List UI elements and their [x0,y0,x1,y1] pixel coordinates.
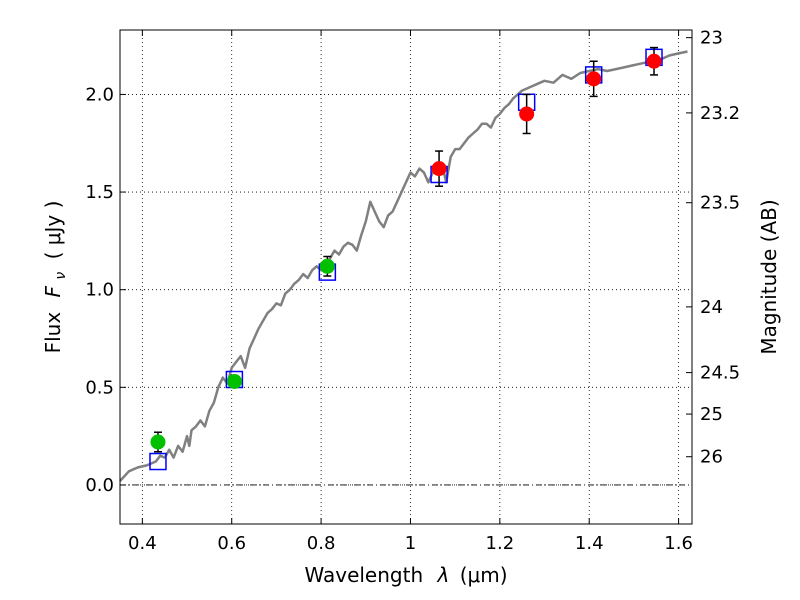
model-square-marker [149,452,167,471]
spectrum-line [119,50,688,482]
x-axis-label-text: Wavelength [304,563,423,587]
data-point [586,71,602,87]
grid [120,30,692,524]
y-tick-label: 1.5 [85,182,114,203]
x-axis-label: Wavelength λ (μm) [304,563,507,587]
y-axis-label-symbol: F [41,285,65,297]
x-tick-label: 1.6 [664,533,693,554]
x-axis-label-symbol: λ [437,563,450,587]
ticks: 0.4 0.6 0.8 1 1.2 1.4 1.6 0.0 0.5 1.0 1.5 2.0 23 23.2… [85,28,740,554]
magnitude-tick-label: 23 [700,28,723,49]
data-point [226,373,242,389]
y-axis-label-subscript: ν [53,272,69,280]
y-tick-label: 1.0 [85,280,114,301]
magnitude-tick-label: 23.2 [700,103,740,124]
magnitude-tick-label: 24 [700,297,723,318]
magnitude-tick-label: 26 [700,447,723,468]
x-tick-label: 0.8 [307,533,336,554]
y-axis-label-text: Flux [41,312,65,354]
data-point [431,161,447,177]
magnitude-tick-label: 24.5 [700,363,740,384]
plot-frame [119,29,693,525]
y-tick-label: 0.5 [85,377,114,398]
y-tick-label: 0.0 [85,475,114,496]
x-tick-label: 1.4 [575,533,604,554]
y-axis-label: Flux F ν ( μJy ) [41,201,70,354]
x-axis-label-unit: (μm) [460,563,508,587]
data-point [150,434,166,450]
y-tick-label: 2.0 [85,84,114,105]
y-axis-label-unit: ( μJy ) [41,201,65,260]
x-tick-label: 0.4 [128,533,157,554]
x-tick-label: 0.6 [217,533,246,554]
data-point [319,258,335,274]
data-point [646,53,662,69]
series-layer [119,46,688,482]
magnitude-tick-label: 23.5 [700,193,740,214]
secondary-y-axis-label: Magnitude (AB) [757,199,781,354]
data-point [519,106,535,122]
x-tick-label: 1 [405,533,416,554]
x-tick-label: 1.2 [486,533,515,554]
magnitude-tick-label: 25 [700,404,723,425]
